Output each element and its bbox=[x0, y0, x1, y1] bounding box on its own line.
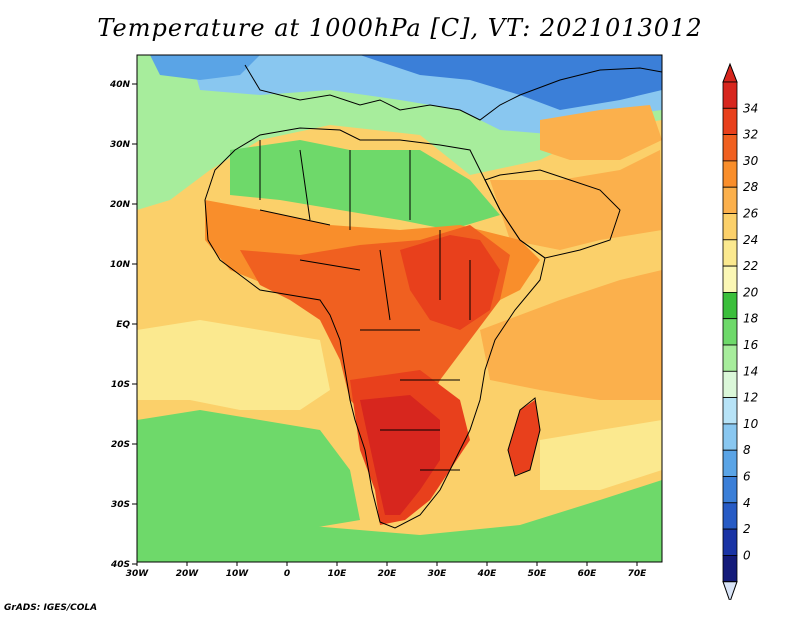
sahara-green-region bbox=[230, 140, 500, 230]
colorbar-label: 20 bbox=[743, 285, 759, 299]
map-frame bbox=[136, 54, 663, 563]
lon-tick-label: 60E bbox=[578, 569, 598, 579]
map-title: Temperature at 1000hPa [C], VT: 20210130… bbox=[97, 14, 703, 42]
lon-tick-label: 50E bbox=[528, 569, 548, 579]
country-borders bbox=[259, 140, 471, 471]
colorbar-label: 34 bbox=[743, 101, 758, 115]
colorbar-label: 8 bbox=[743, 443, 751, 457]
east-africa-hot-region bbox=[400, 235, 500, 330]
colorbar-label: 2 bbox=[743, 522, 751, 536]
colorbar-swatch bbox=[722, 291, 738, 320]
colorbar-label: 10 bbox=[743, 417, 759, 431]
colorbar-swatch bbox=[722, 265, 738, 293]
colorbar-label: 26 bbox=[743, 207, 759, 221]
colorbar-label: 12 bbox=[743, 391, 758, 405]
south-atlantic-green-region bbox=[137, 410, 360, 540]
lat-tick-label: EQ bbox=[116, 320, 130, 330]
colorbar-label: 24 bbox=[743, 233, 758, 247]
colorbar-top-arrow bbox=[722, 62, 738, 83]
lon-tick-label: 10W bbox=[226, 569, 250, 579]
colorbar-swatch bbox=[722, 528, 738, 556]
colorbar-label: 28 bbox=[743, 180, 759, 194]
colorbar-swatch bbox=[722, 476, 738, 504]
colorbar-swatch bbox=[722, 555, 738, 583]
lon-tick-label: 70E bbox=[628, 569, 648, 579]
colorbar-label: 32 bbox=[743, 128, 758, 142]
lat-tick-label: 30N bbox=[110, 140, 131, 150]
lon-tick-label: 0 bbox=[284, 569, 290, 579]
colorbar-swatch bbox=[722, 502, 738, 530]
latitude-axis: 40N 30N 20N 10N EQ 10S 20S 30S 40S bbox=[109, 80, 137, 570]
southern-ocean-green-region bbox=[137, 480, 662, 562]
colorbar-label: 18 bbox=[743, 312, 759, 326]
lon-tick-label: 10E bbox=[328, 569, 348, 579]
kalahari-hot-region bbox=[360, 395, 440, 515]
lat-tick-label: 20N bbox=[110, 200, 131, 210]
colorbar-swatch bbox=[722, 318, 738, 346]
arabia-outline bbox=[484, 169, 621, 259]
coastlines bbox=[204, 64, 662, 529]
colorbar-swatch bbox=[722, 160, 738, 188]
colorbar-swatch bbox=[722, 397, 738, 425]
lat-tick-label: 40N bbox=[109, 80, 131, 90]
colorbar-label: 16 bbox=[743, 338, 759, 352]
colorbar-swatch bbox=[722, 423, 738, 451]
northwest-blue-region bbox=[150, 55, 260, 80]
colorbar-swatch bbox=[722, 344, 738, 372]
lon-tick-label: 20E bbox=[378, 569, 398, 579]
lat-tick-label: 30S bbox=[111, 500, 130, 510]
indian-ocean-warm-region bbox=[480, 270, 662, 400]
colorbar-swatch bbox=[722, 107, 738, 136]
lon-tick-label: 20W bbox=[176, 569, 200, 579]
madagascar-outline bbox=[507, 397, 541, 477]
colorbar-swatch bbox=[722, 213, 738, 241]
colorbar-swatch bbox=[722, 81, 738, 109]
colorbar-swatch bbox=[722, 449, 738, 477]
colorbar-label: 22 bbox=[743, 259, 758, 273]
madagascar-region bbox=[508, 400, 540, 475]
colorbar-swatch bbox=[722, 370, 738, 398]
colorbar-label: 14 bbox=[743, 364, 758, 378]
colorbar-swatch bbox=[722, 239, 738, 267]
colorbar-label: 4 bbox=[743, 496, 751, 510]
lat-tick-label: 10S bbox=[111, 380, 130, 390]
lon-tick-label: 30E bbox=[428, 569, 448, 579]
credit-text: GrADS: IGES/COLA bbox=[4, 603, 98, 613]
southeast-ocean-region bbox=[540, 420, 662, 490]
colorbar-label: 30 bbox=[743, 154, 759, 168]
temperature-field bbox=[137, 55, 662, 562]
temperature-map: 40N 30N 20N 10N EQ 10S 20S 30S 40S 30W 20W 10W 0 10E… bbox=[109, 54, 759, 600]
colorbar-swatch bbox=[722, 134, 738, 162]
europe-cold-region bbox=[360, 55, 662, 110]
africa-coastline bbox=[204, 127, 546, 529]
colorbar-label: 0 bbox=[743, 548, 751, 562]
longitude-axis: 30W 20W 10W 0 10E 20E 30E 40E 50E 60E 70E bbox=[126, 562, 647, 579]
colorbar-swatch bbox=[722, 186, 738, 214]
iran-warm-region bbox=[540, 105, 662, 160]
colorbar-label: 6 bbox=[743, 470, 751, 484]
lon-tick-label: 30W bbox=[126, 569, 150, 579]
lat-tick-label: 20S bbox=[111, 440, 130, 450]
lon-tick-label: 40E bbox=[477, 569, 498, 579]
lat-tick-label: 10N bbox=[110, 260, 131, 270]
arabia-warm-region bbox=[490, 150, 662, 250]
lat-tick-label: 40S bbox=[110, 560, 130, 570]
colorbar-bottom-arrow bbox=[722, 581, 738, 600]
europe-coast-outline bbox=[244, 64, 662, 121]
atlantic-light-region bbox=[137, 320, 330, 410]
